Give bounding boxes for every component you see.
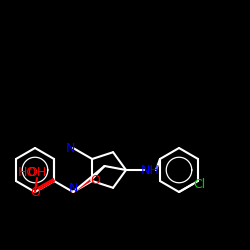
Text: N: N xyxy=(66,142,75,154)
Text: NH: NH xyxy=(141,164,160,176)
Text: O: O xyxy=(30,186,40,198)
Text: N: N xyxy=(68,182,78,196)
Text: O: O xyxy=(90,174,100,186)
Text: HO: HO xyxy=(18,166,36,178)
Text: Cl: Cl xyxy=(193,178,205,190)
Text: OH: OH xyxy=(28,166,46,178)
